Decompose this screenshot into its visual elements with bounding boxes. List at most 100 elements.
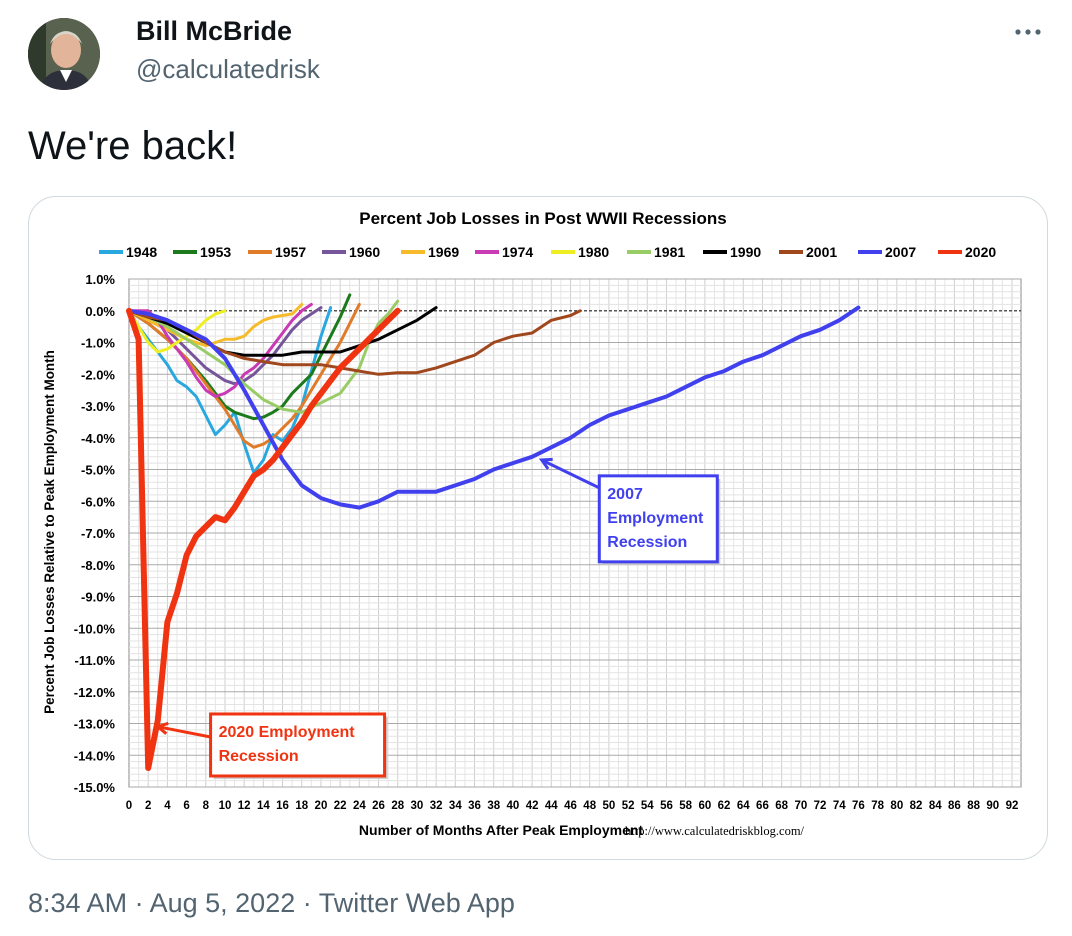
legend-item-1948: 1948	[99, 244, 157, 260]
x-tick-label: 40	[507, 800, 520, 812]
annotation-box	[597, 474, 719, 564]
legend-item-2001: 2001	[779, 244, 837, 260]
tweet-date[interactable]: Aug 5, 2022	[149, 888, 296, 918]
x-tick-label: 84	[929, 800, 942, 812]
x-tick-label: 42	[526, 800, 539, 812]
legend-item-2007: 2007	[858, 244, 916, 260]
x-axis-ticks: 0 2 4 6 8 10 12 14 16 18 20 22 24 26 28 30 32 34 36 38 40 42 4…	[126, 800, 1019, 812]
y-tick-label: -9.0%	[81, 590, 115, 605]
series-line-1969	[127, 302, 304, 348]
y-tick-label: -7.0%	[81, 526, 115, 541]
x-tick-label: 30	[411, 800, 424, 812]
x-tick-label: 88	[967, 800, 980, 812]
y-tick-label: -10.0%	[74, 621, 116, 636]
y-tick-label: -12.0%	[74, 685, 116, 700]
x-tick-label: 72	[814, 800, 827, 812]
x-tick-label: 20	[315, 800, 328, 812]
x-tick-label: 0	[126, 800, 132, 812]
y-tick-label: -5.0%	[81, 463, 115, 478]
legend-item-1990: 1990	[703, 244, 761, 260]
x-tick-label: 50	[602, 800, 615, 812]
x-tick-label: 10	[219, 800, 232, 812]
x-tick-label: 44	[545, 800, 558, 812]
meta-separator-2: ·	[302, 888, 312, 918]
x-tick-label: 74	[833, 800, 846, 812]
x-tick-label: 16	[276, 800, 289, 812]
y-tick-label: -15.0%	[74, 780, 116, 795]
x-tick-label: 64	[737, 800, 750, 812]
tweet-client[interactable]: Twitter Web App	[318, 888, 515, 918]
chart-title: Percent Job Losses in Post WWII Recessio…	[359, 209, 727, 228]
source-url: http://www.calculatedriskblog.com/	[625, 824, 805, 838]
tweet-meta: 8:34 AM · Aug 5, 2022 · Twitter Web App	[28, 888, 515, 919]
x-tick-label: 26	[372, 800, 385, 812]
x-tick-label: 82	[910, 800, 923, 812]
avatar[interactable]	[28, 18, 100, 90]
y-tick-label: -14.0%	[74, 748, 116, 763]
legend-label: 2001	[806, 244, 837, 260]
y-axis-ticks: 1.0% 0.0% -1.0% -2.0% -3.0% -4.0% -5.0% -6.0% -7…	[74, 272, 116, 795]
x-tick-label: 62	[718, 800, 731, 812]
y-axis-label: Percent Job Losses Relative to Peak Empl…	[42, 350, 57, 714]
more-button[interactable]	[1010, 20, 1046, 44]
job-losses-chart: Percent Job Losses in Post WWII Recessio…	[42, 209, 1022, 838]
y-tick-label: -2.0%	[81, 367, 115, 382]
series-line-1960	[127, 306, 323, 386]
y-tick-label: -8.0%	[81, 558, 115, 573]
y-tick-label: -13.0%	[74, 717, 116, 732]
author-name[interactable]: Bill McBride	[136, 16, 293, 46]
legend-label: 1990	[730, 244, 761, 260]
x-tick-label: 70	[794, 800, 807, 812]
x-tick-label: 48	[583, 800, 596, 812]
x-tick-label: 12	[238, 800, 251, 812]
x-tick-label: 68	[775, 800, 788, 812]
legend-label: 2007	[885, 244, 916, 260]
legend-label: 1981	[654, 244, 685, 260]
annotation-text: Recession	[607, 534, 687, 551]
x-tick-label: 28	[391, 800, 404, 812]
tweet-time[interactable]: 8:34 AM	[28, 888, 128, 918]
legend-label: 1980	[578, 244, 609, 260]
x-tick-label: 80	[890, 800, 903, 812]
x-tick-label: 22	[334, 800, 347, 812]
avatar-photo-icon	[28, 18, 100, 90]
x-tick-label: 90	[986, 800, 999, 812]
legend-item-2020: 2020	[938, 244, 996, 260]
x-tick-label: 60	[698, 800, 711, 812]
series-line-1980	[127, 309, 227, 354]
annotation-text: Employment	[607, 510, 704, 527]
author-handle[interactable]: @calculatedrisk	[136, 54, 320, 84]
series-line-2007	[127, 305, 861, 510]
annotation-arrow	[541, 458, 600, 490]
more-dots-icon	[1015, 29, 1041, 35]
x-tick-label: 4	[164, 800, 171, 812]
legend-item-1969: 1969	[401, 244, 459, 260]
legend-item-1953: 1953	[173, 244, 231, 260]
x-tick-label: 36	[468, 800, 481, 812]
y-tick-label: 1.0%	[85, 272, 115, 287]
x-tick-label: 24	[353, 800, 366, 812]
x-tick-label: 86	[948, 800, 961, 812]
series-line-1957	[127, 302, 361, 449]
x-tick-label: 56	[660, 800, 673, 812]
annotation-box	[209, 712, 387, 778]
tweet-media-chart[interactable]: Percent Job Losses in Post WWII Recessio…	[28, 196, 1048, 860]
legend-label: 1974	[502, 244, 533, 260]
y-tick-label: -4.0%	[81, 431, 115, 446]
x-tick-label: 92	[1006, 800, 1019, 812]
meta-separator-1: ·	[134, 888, 144, 918]
x-tick-label: 32	[430, 800, 443, 812]
x-tick-label: 46	[564, 800, 577, 812]
annotation-text: Recession	[219, 748, 299, 765]
annotation-text: 2020 Employment	[219, 724, 356, 741]
chart-annotations: 2007 Employment Recession 2020 Employment Re…	[154, 457, 721, 779]
legend-item-1981: 1981	[627, 244, 685, 260]
annotation-text: 2007	[607, 486, 643, 503]
series-line-2001	[127, 309, 582, 376]
x-tick-label: 54	[641, 800, 654, 812]
y-tick-label: 0.0%	[85, 304, 115, 319]
legend-label: 1953	[200, 244, 231, 260]
y-tick-label: -3.0%	[81, 399, 115, 414]
legend-item-1974: 1974	[475, 244, 533, 260]
legend-item-1980: 1980	[551, 244, 609, 260]
